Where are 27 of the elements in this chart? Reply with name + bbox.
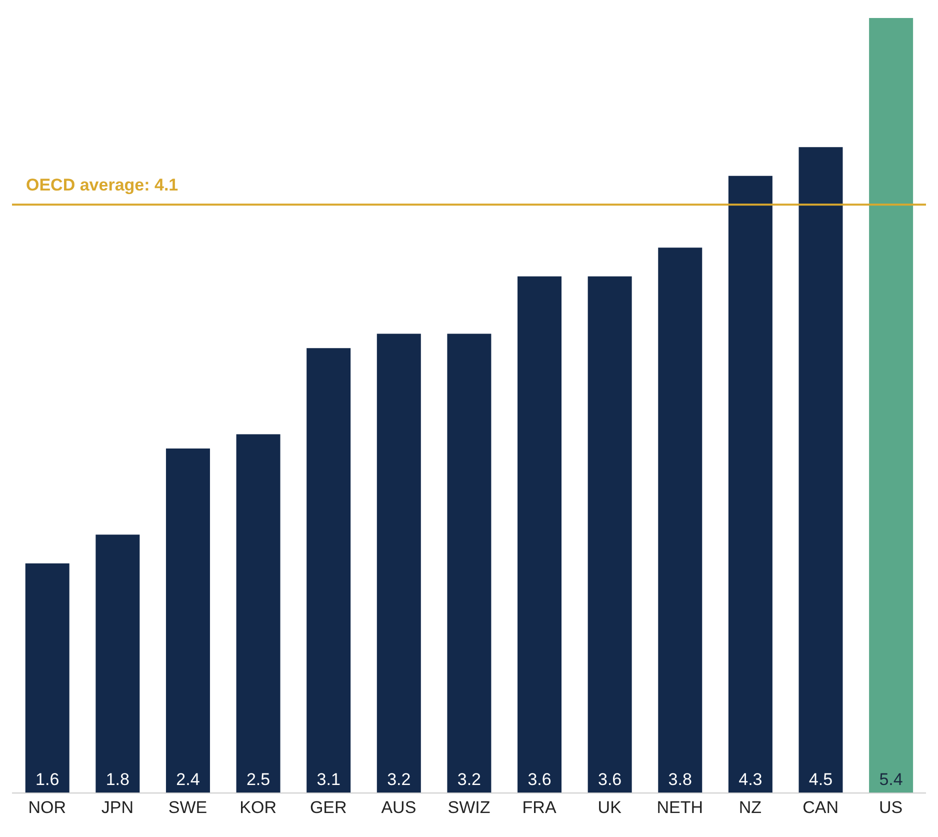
x-tick-label: NZ [738,798,762,818]
x-tick-label: NETH [656,798,704,818]
data-label: 3.2 [457,770,482,789]
x-tick-label: SWIZ [448,798,490,818]
x-tick-label: SWE [168,798,208,818]
data-label: 1.6 [36,770,60,789]
x-tick-label: KOR [240,798,276,818]
x-tick-label: FRA [522,798,557,818]
data-label: 1.8 [106,770,130,789]
data-label: 2.5 [246,770,270,789]
data-label: 3.8 [668,770,692,789]
data-label: 3.6 [528,770,552,789]
x-tick-label: JPN [101,798,134,818]
data-label: 3.2 [387,770,411,789]
data-label: 4.3 [738,770,762,789]
data-label: 3.1 [316,770,340,789]
ref-line-label: OECD average: 4.1 [26,176,178,195]
data-label: 4.5 [808,770,833,789]
x-tick-label: US [879,798,903,818]
data-label: 2.4 [176,770,200,789]
data-label: 5.4 [879,770,903,789]
x-tick-label: UK [598,798,622,818]
x-tick-label: NOR [28,798,66,818]
x-tick-label: AUS [381,798,416,818]
data-label: 3.6 [598,770,622,789]
x-tick-label: GER [310,798,347,818]
x-tick-label: CAN [802,798,838,818]
